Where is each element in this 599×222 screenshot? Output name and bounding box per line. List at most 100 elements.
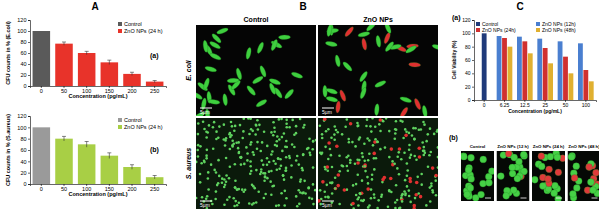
cell-shape [399,119,402,122]
cell-shape [331,181,334,184]
cell-shape [391,160,394,163]
cell-shape [273,131,276,134]
cell-shape [283,204,286,207]
micrograph-background [461,151,494,201]
x-tick-label: 50 [61,186,67,192]
cell-shape [210,163,213,166]
cell-shape [247,118,250,120]
cell-shape [400,158,403,161]
legend: ControlZnO NPs (24 h) [118,117,163,130]
y-tick-label: 0 [468,97,471,103]
cell-shape [418,155,422,159]
cell-shape [428,154,431,157]
cell-shape [368,139,371,142]
cell-shape [281,136,284,139]
cell-shape [511,154,518,161]
bar [548,63,553,100]
cell-shape [377,199,380,202]
cell-shape [258,124,261,127]
cell-shape [311,148,314,151]
y-tick-label: 80 [465,44,471,50]
bar [528,53,533,100]
cell-shape [321,133,324,136]
cell-shape [266,157,269,160]
cell-shape [372,152,376,156]
error-line [64,42,65,45]
cell-shape [539,183,546,190]
cell-shape [357,124,360,127]
cell-shape [241,188,244,191]
y-tick-mark [28,116,30,117]
legend-label: ZnO NPs (24 h) [124,28,163,34]
panel-label: C [516,1,523,12]
panel-label: A [91,1,98,12]
cell-shape [312,140,315,143]
cell-shape [216,184,219,187]
cell-shape [275,168,278,171]
cell-shape [339,89,347,102]
cell-shape [371,178,374,181]
chart: 020406080100120050100150200250CFU counts… [5,17,167,99]
cell-shape [257,190,260,193]
cell-shape [361,38,368,51]
cell-shape [280,118,283,120]
cell-shape [404,192,407,195]
cell-shape [207,171,210,174]
cell-shape [401,200,404,203]
cell-shape [276,140,279,143]
cell-shape [295,159,298,162]
cell-shape [257,128,260,131]
y-tick: 120 [17,17,30,23]
cell-shape [388,190,391,193]
x-tick: 25 [542,100,548,108]
cell-shape [217,159,220,162]
cell-shape [277,204,280,207]
cell-shape [437,166,438,169]
x-tick-label: 200 [127,186,136,192]
y-axis-line [28,21,31,87]
cell-shape [367,182,370,185]
error-bar [62,42,66,45]
cell-shape [283,88,294,100]
cell-shape [359,136,362,139]
cell-shape [270,39,279,52]
y-tick-mark [28,20,30,21]
cell-shape [196,197,197,200]
y-tick: 80 [465,44,474,50]
x-axis-title: Concentration (pg/mL) [508,108,562,114]
y-tick: 60 [465,57,474,63]
scale-bar-label: 5µm [200,202,210,208]
cell-shape [283,132,286,135]
cell-shape [326,96,339,103]
cell-shape [510,187,517,194]
cell-shape [327,158,330,161]
cell-shape [394,128,397,131]
y-tick: 100 [462,30,474,36]
y-tick: 120 [17,113,30,119]
cell-shape [374,79,387,88]
cell-shape [379,148,382,151]
y-tick: 40 [465,70,474,76]
bar [33,31,51,86]
cell-shape [206,149,209,152]
cell-shape [382,120,385,123]
cell-shape [221,181,224,184]
cell-shape [413,138,416,141]
cell-shape [430,151,433,154]
cell-shape [418,128,421,131]
y-tick-label: 40 [465,70,471,76]
cell-shape [436,130,438,133]
error-line [86,142,87,148]
cell-shape [573,185,580,192]
scale-bar [592,198,598,199]
cell-shape [263,197,266,200]
legend-entry: ZnO NPs (24 h) [118,124,163,130]
x-tick-label: 0 [40,88,43,94]
cell-shape [303,180,306,183]
y-tick-label: 60 [20,147,26,153]
cell-shape [250,170,253,173]
cell-shape [368,204,371,207]
x-tick: 200 [127,184,136,192]
legend-swatch [118,125,122,129]
cell-shape [341,133,344,136]
